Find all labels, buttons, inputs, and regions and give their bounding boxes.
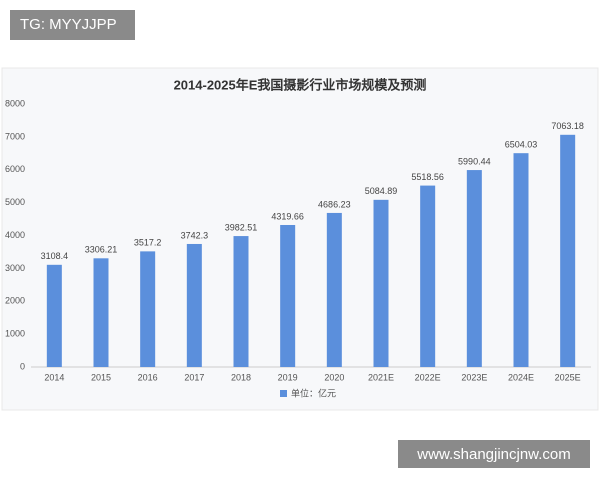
bar	[326, 212, 342, 367]
x-tick-label: 2016	[138, 372, 158, 382]
bar	[466, 170, 482, 367]
y-tick-label: 6000	[5, 164, 25, 174]
tag-box	[10, 10, 135, 40]
x-tick-label: 2017	[184, 372, 204, 382]
y-tick-label: 8000	[5, 98, 25, 108]
x-tick-label: 2020	[324, 372, 344, 382]
bar	[233, 236, 249, 367]
legend-label: 单位：亿元	[291, 387, 336, 398]
x-tick-label: 2014	[44, 372, 64, 382]
chart-title: 2014-2025年E我国摄影行业市场规模及预测	[174, 77, 427, 92]
y-tick-label: 4000	[5, 230, 25, 240]
value-label: 5990.44	[458, 156, 491, 166]
x-tick-label: 2024E	[508, 372, 534, 382]
value-label: 3742.3	[181, 230, 209, 240]
value-label: 3517.2	[134, 238, 162, 248]
bar	[373, 199, 389, 367]
bar	[140, 251, 156, 367]
value-label: 3982.51	[225, 222, 258, 232]
bar	[186, 243, 202, 367]
value-label: 6504.03	[505, 140, 538, 150]
y-tick-label: 2000	[5, 296, 25, 306]
x-tick-label: 2021E	[368, 372, 394, 382]
value-label: 5518.56	[411, 172, 444, 182]
value-label: 4686.23	[318, 199, 351, 209]
value-label: 5084.89	[365, 186, 398, 196]
value-label: 7063.18	[551, 121, 584, 131]
bar	[513, 153, 529, 367]
value-label: 3306.21	[85, 245, 118, 255]
y-tick-label: 3000	[5, 263, 25, 273]
tag-text: TG: MYYJJPP	[20, 16, 117, 33]
x-tick-label: 2015	[91, 372, 111, 382]
chart-panel	[1, 67, 599, 411]
bar	[560, 134, 576, 367]
x-tick-label: 2018	[231, 372, 251, 382]
url-box	[398, 440, 590, 468]
x-tick-label: 2025E	[555, 372, 581, 382]
y-tick-label: 0	[20, 361, 25, 371]
legend-swatch	[280, 390, 287, 397]
x-tick-label: 2022E	[415, 372, 441, 382]
x-tick-label: 2023E	[461, 372, 487, 382]
y-tick-label: 5000	[5, 197, 25, 207]
value-label: 4319.66	[271, 211, 304, 221]
value-label: 3108.4	[41, 251, 69, 261]
bar	[46, 264, 62, 367]
url-text: www.shangjincjnw.com	[416, 446, 570, 463]
y-tick-label: 7000	[5, 131, 25, 141]
bar	[420, 185, 436, 367]
bar	[93, 258, 109, 367]
bar	[280, 224, 296, 367]
x-tick-label: 2019	[278, 372, 298, 382]
y-tick-label: 1000	[5, 329, 25, 339]
